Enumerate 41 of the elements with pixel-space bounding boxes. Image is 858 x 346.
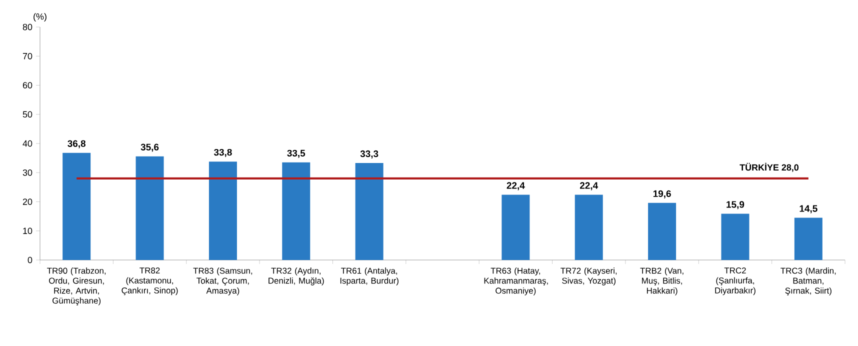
y-tick-label: 70 (22, 52, 32, 60)
data-label: 33,3 (360, 150, 378, 158)
data-label: 33,5 (287, 150, 306, 158)
bar (574, 194, 603, 260)
y-tick-label: 80 (22, 24, 32, 30)
bar (721, 214, 750, 260)
x-tick-label: TR72 (Kayseri, Sivas, Yozgat) (560, 268, 617, 286)
y-tick-label: 50 (22, 111, 32, 118)
data-label: 33,8 (214, 148, 232, 158)
bar (208, 162, 237, 260)
x-tick-label: TR63 (Hatay, Kahramanmaraş, Osmaniye) (484, 268, 548, 296)
y-tick-label: 60 (22, 82, 32, 88)
data-label: 35,6 (140, 144, 159, 152)
y-tick-label: 0 (28, 256, 32, 264)
bar (62, 152, 91, 260)
ref-line-label: TÜRKİYE 28,0 (740, 162, 799, 172)
data-label: 14,5 (800, 205, 818, 214)
data-label: 19,6 (653, 190, 671, 198)
y-tick-label: 30 (22, 169, 32, 176)
x-tick-label: TR90 (Trabzon, Ordu, Giresun, Rize, Artvin, Gümüşhane) (47, 268, 106, 306)
bar (282, 162, 310, 260)
bar (648, 202, 676, 260)
bar (502, 194, 530, 260)
bar (794, 218, 822, 260)
data-label: 36,8 (68, 140, 86, 148)
x-tick-label: TR61 (Antalya, Isparta, Burdur) (340, 268, 398, 286)
data-label: 15,9 (726, 201, 744, 210)
x-tick-label: TR82 (Kastamonu, Çankırı, Sinop) (122, 268, 178, 296)
y-axis-title: (%) (34, 13, 46, 22)
y-tick-label: 40 (22, 140, 32, 147)
data-label: 22,4 (506, 182, 525, 190)
x-tick-label: TR32 (Aydın, Denizli, Muğla) (268, 268, 324, 286)
data-label: 22,4 (580, 182, 598, 190)
x-tick-label: TRC3 (Mardin, Batman, Şırnak, Siirt) (780, 268, 836, 296)
x-tick-label: TRB2 (Van, Muş, Bitlis, Hakkari) (640, 268, 684, 296)
bar (355, 163, 384, 260)
y-tick-label: 10 (23, 228, 32, 234)
x-tick-label: TR83 (Samsun, Tokat, Çorum, Amasya) (193, 268, 252, 296)
bar (136, 156, 164, 260)
x-tick-label: TRC2 (Şanlıurfa, Diyarbakır) (715, 268, 756, 296)
y-tick-label: 20 (22, 198, 32, 205)
